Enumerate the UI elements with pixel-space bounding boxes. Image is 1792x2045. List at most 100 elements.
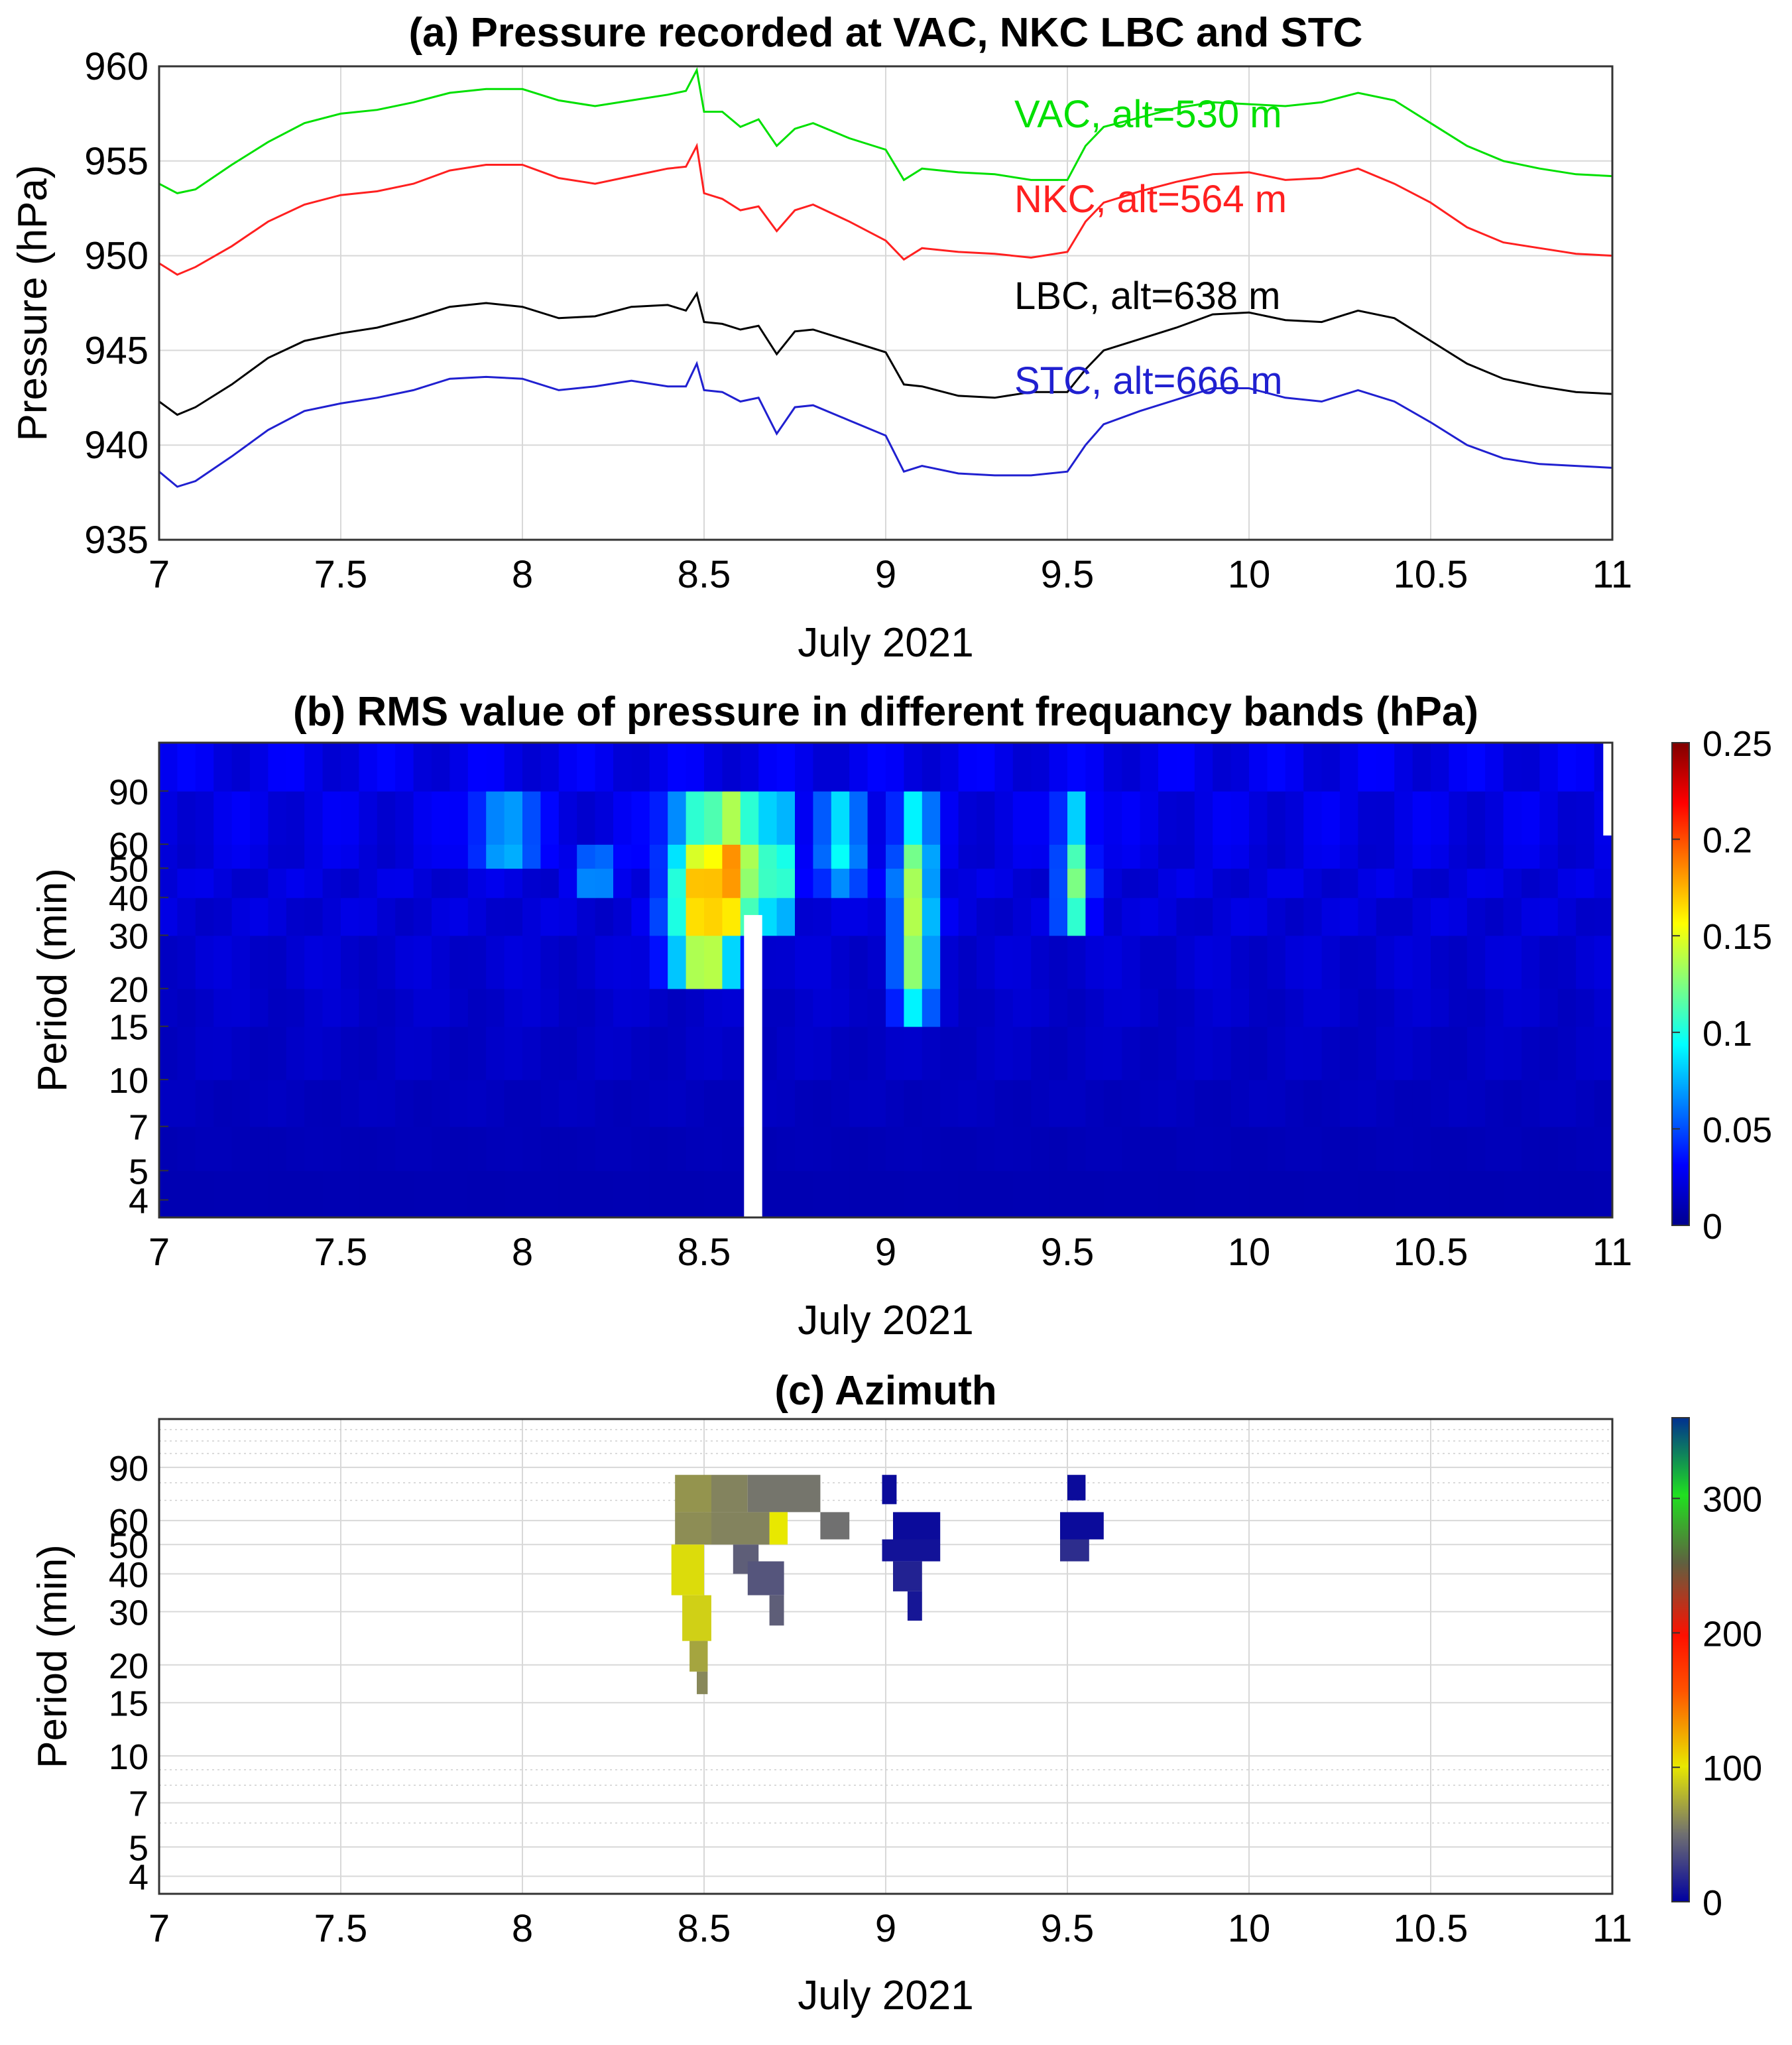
rms-cell <box>958 897 977 936</box>
rms-cell <box>758 790 778 845</box>
rms-cell <box>432 935 451 989</box>
rms-cell <box>940 897 959 936</box>
rms-cell <box>268 935 287 989</box>
rms-cell <box>1321 868 1341 899</box>
rms-cell <box>1031 743 1050 792</box>
rms-cell <box>1031 844 1050 869</box>
rms-cell <box>1376 868 1395 899</box>
rms-cell <box>395 935 414 989</box>
rms-cell <box>1213 1170 1232 1218</box>
rms-cell <box>1376 1026 1395 1080</box>
rms-cell <box>177 844 196 869</box>
rms-cell <box>958 743 977 792</box>
rms-cell <box>1230 790 1250 845</box>
rms-cell <box>1103 743 1122 792</box>
rms-cell <box>1122 844 1141 869</box>
rms-cell <box>1103 1026 1122 1080</box>
azimuth-cell <box>747 1475 821 1513</box>
rms-cell <box>958 935 977 989</box>
rms-cell <box>922 1170 941 1218</box>
rms-cell <box>177 897 196 936</box>
rms-cell <box>940 743 959 792</box>
panel-c-xtick-label: 10 <box>1228 1907 1271 1950</box>
rms-cell <box>1303 1026 1323 1080</box>
rms-cell <box>1103 988 1122 1027</box>
rms-cell <box>504 897 523 936</box>
rms-cell <box>1466 988 1486 1027</box>
rms-cell <box>867 897 886 936</box>
rms-cell <box>922 1026 941 1080</box>
rms-cell <box>849 897 868 936</box>
rms-cell <box>1176 935 1195 989</box>
rms-cell <box>213 1080 233 1127</box>
rms-cell <box>631 1170 650 1218</box>
rms-cell <box>704 1126 723 1172</box>
rms-cell <box>813 868 832 899</box>
rms-cell <box>668 1126 687 1172</box>
rms-cell <box>1321 988 1341 1027</box>
rms-cell <box>159 1170 178 1218</box>
rms-cell <box>1213 868 1232 899</box>
rms-cell <box>1267 743 1286 792</box>
rms-cell <box>613 743 632 792</box>
rms-cell <box>1485 844 1504 869</box>
rms-cell <box>449 897 469 936</box>
rms-cell <box>704 868 723 899</box>
rms-cell <box>977 935 996 989</box>
rms-cell <box>304 868 324 899</box>
rms-cell <box>613 1080 632 1127</box>
rms-cell <box>1340 988 1359 1027</box>
panel-a: (a) Pressure recorded at VAC, NKC LBC an… <box>10 10 1632 666</box>
rms-cell <box>1394 988 1413 1027</box>
rms-cell <box>831 988 850 1027</box>
rms-cell <box>1321 935 1341 989</box>
rms-cell <box>467 868 487 899</box>
rms-cell <box>1594 897 1613 936</box>
rms-cell <box>704 743 723 792</box>
azimuth-cell <box>893 1561 922 1591</box>
rms-cell <box>1503 1080 1522 1127</box>
rms-cell <box>1466 743 1486 792</box>
rms-cell <box>595 935 614 989</box>
rms-cell <box>886 1080 905 1127</box>
rms-cell <box>395 988 414 1027</box>
rms-cell <box>1539 1080 1559 1127</box>
rms-cell <box>540 1126 560 1172</box>
rms-cell <box>1431 1080 1450 1127</box>
rms-cell <box>886 897 905 936</box>
rms-cell <box>649 1170 668 1218</box>
rms-cell <box>795 1126 814 1172</box>
rms-cell <box>1485 743 1504 792</box>
rms-cell <box>250 844 269 869</box>
rms-cell <box>1576 897 1595 936</box>
rms-cell <box>377 897 396 936</box>
legend-lbc: LBC, alt=638 m <box>1014 275 1280 318</box>
rms-cell <box>1031 868 1050 899</box>
rms-cell <box>1049 743 1068 792</box>
rms-cell <box>613 935 632 989</box>
rms-cell <box>1449 988 1468 1027</box>
rms-cell <box>813 935 832 989</box>
rms-cell <box>958 988 977 1027</box>
rms-cell <box>449 1080 469 1127</box>
rms-cell <box>1539 897 1559 936</box>
azimuth-cell <box>882 1475 897 1505</box>
panel-a-xtick-label: 9 <box>875 553 896 596</box>
rms-cell <box>1213 790 1232 845</box>
azimuth-cell <box>1060 1539 1089 1562</box>
azimuth-cell <box>675 1475 711 1513</box>
rms-cell <box>1449 1126 1468 1172</box>
rms-cell <box>1176 743 1195 792</box>
rms-cell <box>449 935 469 989</box>
rms-cell <box>413 988 432 1027</box>
rms-cell <box>977 1026 996 1080</box>
rms-cell <box>504 1080 523 1127</box>
azimuth-cell <box>697 1671 708 1694</box>
rms-cell <box>1358 844 1377 869</box>
rms-cell <box>1194 1170 1213 1218</box>
rms-cell <box>1067 897 1087 936</box>
rms-cell <box>413 743 432 792</box>
rms-cell <box>922 935 941 989</box>
rms-cell <box>1085 1170 1105 1218</box>
rms-cell <box>1321 844 1341 869</box>
